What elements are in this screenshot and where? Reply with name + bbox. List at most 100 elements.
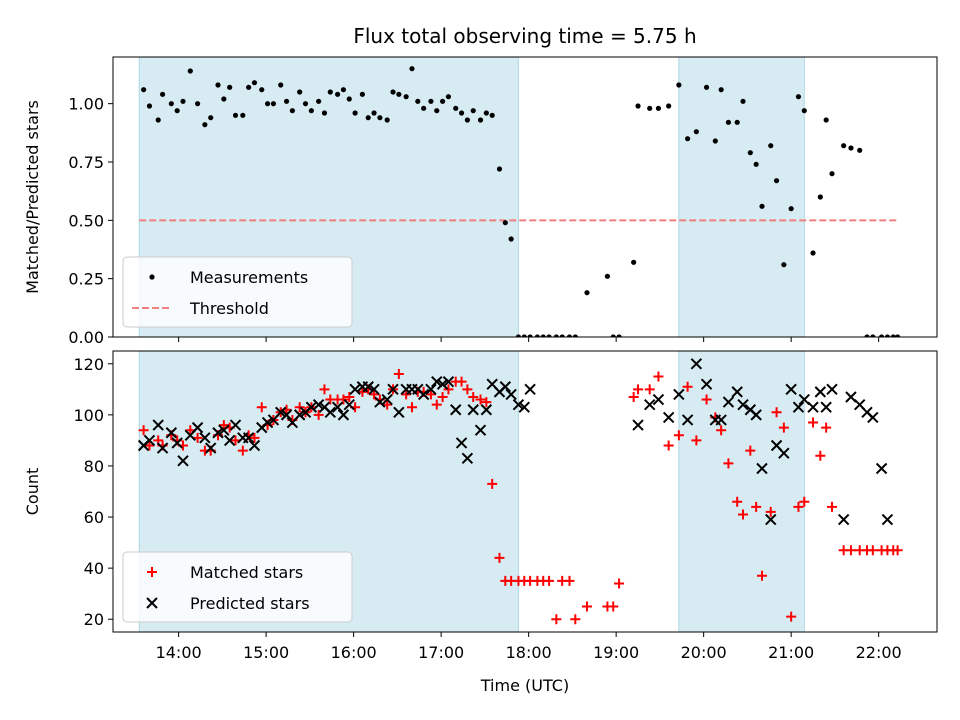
predicted-star-point	[467, 404, 479, 416]
predicted-star-point	[275, 406, 287, 419]
matched-star-point	[751, 501, 762, 512]
x-tick-label: 18:00	[506, 643, 552, 662]
predicted-star-point	[362, 381, 374, 393]
predicted-star-point	[337, 409, 350, 421]
predicted-star-point	[152, 419, 164, 431]
measurement-point	[278, 82, 284, 88]
measurement-point	[174, 108, 180, 114]
matched-star-point	[682, 381, 693, 392]
matched-star-point	[406, 402, 417, 413]
predicted-star-point	[652, 393, 665, 406]
matched-star-point	[799, 496, 810, 507]
measurement-point	[327, 89, 333, 95]
top-panel-ratio: 0.00 0.25 0.50 0.75 1.00 Matched/Predicted st…	[23, 56, 938, 347]
predicted-star-point	[455, 437, 468, 449]
matched-star-point	[786, 611, 797, 622]
x-tick-label: 14:00	[156, 643, 202, 662]
matched-star-point	[564, 575, 575, 586]
measurement-point	[890, 334, 896, 337]
predicted-star-point	[343, 398, 355, 411]
matched-star-point	[701, 394, 712, 405]
predicted-star-point	[480, 404, 493, 416]
matched-star-point	[581, 601, 592, 612]
predicted-star-point	[512, 398, 525, 411]
axes-frame	[112, 350, 938, 633]
observing-window-band	[678, 56, 805, 338]
matched-star-point	[475, 394, 486, 405]
measurement-point	[553, 334, 559, 337]
matched-star-point	[437, 391, 448, 402]
predicted-star-point	[368, 383, 380, 396]
y-tick-label: 0.50	[68, 211, 104, 230]
measurement-point	[725, 119, 732, 125]
predicted-star-point	[867, 411, 879, 424]
measurement-point	[768, 143, 774, 149]
matched-star-point	[608, 601, 619, 612]
measurement-point	[496, 166, 503, 172]
measurement-point	[390, 89, 396, 95]
matched-star-point	[443, 384, 454, 395]
measurement-point	[297, 89, 303, 95]
matched-star-point	[313, 409, 324, 420]
x-tick-label: 19:00	[593, 643, 639, 662]
predicted-star-point	[820, 401, 832, 413]
legend-label: Measurements	[190, 268, 308, 287]
measurement-point	[747, 150, 753, 156]
predicted-star-point	[223, 434, 236, 447]
legend-measurement-marker	[149, 274, 155, 280]
chart-title: Flux total observing time = 5.75 h	[353, 24, 696, 48]
measurement-point	[415, 98, 421, 104]
measurement-point	[464, 117, 470, 123]
predicted-star-point	[756, 462, 768, 475]
matched-star-point	[344, 391, 355, 402]
matched-star-point	[821, 422, 832, 433]
measurement-point	[371, 110, 377, 116]
predicted-star-point	[792, 401, 805, 413]
matched-star-point	[815, 450, 826, 461]
predicted-star-point	[165, 427, 178, 439]
predicted-star-point	[248, 439, 261, 452]
measurement-point	[440, 98, 446, 104]
predicted-star-point	[643, 398, 656, 411]
legend-matched-marker	[147, 567, 157, 577]
matched-star-point	[393, 368, 404, 379]
y-axis-label: Matched/Predicted stars	[23, 100, 42, 294]
matched-star-point	[808, 417, 819, 428]
measurement-point	[458, 110, 465, 116]
matched-star-point	[663, 440, 674, 451]
measurement-point	[321, 110, 328, 116]
measurement-point	[616, 334, 622, 337]
measurement-point	[208, 115, 214, 121]
measurement-point	[340, 87, 347, 93]
matched-star-point	[723, 458, 734, 469]
y-axis-label: Count	[23, 468, 42, 516]
predicted-star-point	[499, 381, 512, 393]
measurement-point	[346, 96, 352, 102]
matched-star-point	[673, 430, 684, 441]
measurement-point	[572, 334, 578, 337]
measurement-point	[259, 87, 265, 93]
measurement-point	[817, 194, 823, 200]
measurement-point	[168, 101, 174, 107]
predicted-star-point	[205, 442, 217, 454]
predicted-star-point	[387, 383, 399, 396]
x-axis-label: Time (UTC)	[480, 676, 569, 695]
predicted-star-point	[681, 414, 694, 426]
predicted-star-point	[826, 383, 838, 396]
y-tick-label: 20	[84, 610, 104, 629]
predicted-star-point	[875, 462, 888, 475]
matched-star-point	[544, 575, 555, 586]
measurement-point	[515, 334, 522, 337]
measurement-point	[283, 98, 290, 104]
predicted-star-point	[715, 414, 727, 426]
measurement-point	[693, 129, 699, 135]
measurement-point	[527, 334, 533, 337]
bottom-panel-counts: 20 40 60 80 100 120 14:00 15:00 16:00 17:00 18:00 1…	[23, 350, 938, 695]
measurement-point	[270, 101, 277, 107]
measurement-point	[227, 84, 233, 90]
predicted-star-point	[731, 386, 743, 398]
measurement-point	[703, 84, 710, 90]
matched-star-point	[892, 545, 903, 556]
predicted-star-point	[156, 442, 169, 454]
